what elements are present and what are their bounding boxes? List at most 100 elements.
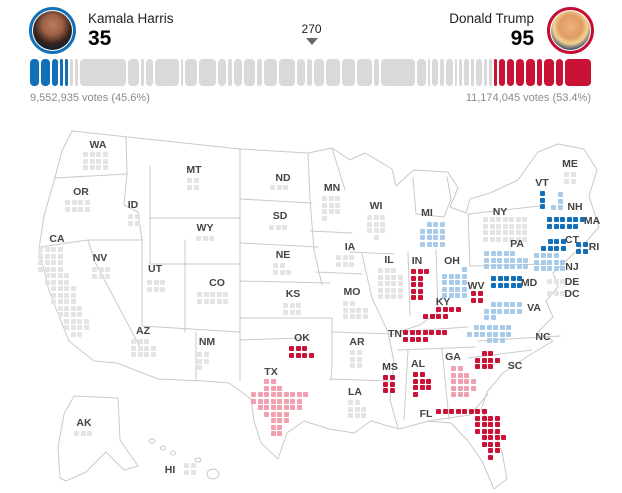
bar-segment-MD[interactable] — [30, 59, 39, 86]
bar-segment-KY[interactable] — [507, 59, 514, 86]
bar-segment-MI[interactable] — [263, 59, 277, 86]
ev-dot — [423, 313, 428, 319]
ev-dot — [349, 255, 354, 260]
ev-dot — [488, 357, 493, 363]
ev-dot — [102, 165, 108, 170]
bar-segment-TN[interactable] — [525, 59, 535, 86]
bar-segment-NH[interactable] — [228, 59, 232, 86]
ev-dot — [488, 428, 493, 434]
trump-ev-count: 95 — [510, 27, 534, 50]
ev-dot — [193, 184, 199, 190]
ev-dot — [184, 469, 189, 475]
ev-dot — [484, 264, 489, 269]
state-label-UT: UT — [148, 263, 162, 275]
bar-segment-MN[interactable] — [217, 59, 227, 86]
bar-segment-LA[interactable] — [445, 59, 453, 86]
bar-segment-FL[interactable] — [565, 59, 591, 86]
bar-segment-TX[interactable] — [381, 59, 416, 86]
ev-dot — [475, 428, 480, 434]
bar-segment-IL[interactable] — [199, 59, 216, 86]
ev-dot — [484, 308, 489, 314]
state-dots-HI — [184, 463, 196, 476]
ev-dot — [461, 293, 467, 298]
ev-dot — [475, 415, 480, 421]
bar-segment-WY[interactable] — [489, 59, 492, 86]
bar-segment-DE[interactable] — [180, 59, 184, 86]
bar-segment-ID[interactable] — [483, 59, 487, 86]
ev-dot — [473, 325, 479, 330]
bar-segment-OR[interactable] — [145, 59, 153, 86]
ev-dot — [494, 448, 500, 453]
bar-segment-AK[interactable] — [427, 59, 431, 86]
bar-segment-WI[interactable] — [296, 59, 306, 86]
ev-dot — [84, 200, 90, 205]
ev-dot — [566, 223, 572, 229]
bar-segment-MT[interactable] — [471, 59, 475, 86]
bar-segment-MA[interactable] — [40, 59, 50, 86]
bar-segment-NE[interactable] — [439, 59, 444, 86]
ev-dot — [547, 291, 552, 296]
bar-segment-KS[interactable] — [432, 59, 438, 86]
ev-dot — [44, 279, 50, 285]
bar-segment-NC[interactable] — [341, 59, 356, 86]
bar-segment-PA[interactable] — [278, 59, 295, 86]
ev-dot — [384, 268, 390, 273]
bar-segment-VA[interactable] — [244, 59, 256, 86]
ev-dot — [64, 273, 69, 278]
bar-segment-RI[interactable] — [59, 59, 64, 86]
ev-dot — [187, 184, 192, 190]
bar-segment-CT[interactable] — [51, 59, 58, 86]
bar-segment-NJ[interactable] — [185, 59, 198, 86]
ev-dot — [547, 279, 552, 284]
bar-segment-IN[interactable] — [544, 59, 554, 86]
state-label-AK: AK — [76, 417, 92, 429]
ev-dot — [494, 435, 500, 440]
bar-segment-ME[interactable] — [140, 59, 144, 86]
bar-segment-CA[interactable] — [79, 59, 127, 86]
bar-segment-OH[interactable] — [357, 59, 372, 86]
bar-segment-ND[interactable] — [459, 59, 462, 86]
ev-dot — [270, 379, 276, 384]
ev-dot — [57, 286, 63, 291]
bar-segment-VT[interactable] — [65, 59, 68, 86]
bar-segment-SD[interactable] — [454, 59, 458, 86]
ev-dot — [65, 206, 70, 212]
ev-dot — [348, 413, 353, 418]
bar-segment-SC[interactable] — [555, 59, 564, 86]
bar-segment-GA[interactable] — [325, 59, 340, 86]
ev-dot — [490, 257, 496, 263]
bar-segment-MO[interactable] — [417, 59, 426, 86]
ev-dot — [483, 217, 488, 222]
ev-dot — [409, 336, 415, 342]
ev-dot — [560, 291, 565, 296]
bar-segment-NM[interactable] — [257, 59, 262, 86]
bar-segment-AR[interactable] — [463, 59, 470, 86]
bar-segment-CO[interactable] — [233, 59, 243, 86]
bar-segment-DC[interactable] — [69, 59, 73, 86]
ev-dot — [461, 280, 467, 285]
ev-dot — [348, 400, 353, 405]
ev-dot — [70, 312, 76, 317]
state-dots-ME — [564, 172, 576, 185]
ev-dot — [411, 288, 416, 294]
ev-dot — [264, 411, 269, 417]
ev-bar[interactable] — [30, 59, 591, 86]
bar-segment-UT[interactable] — [476, 59, 482, 86]
ev-dot — [493, 338, 498, 343]
ev-dot — [448, 280, 454, 285]
bar-segment-IA[interactable] — [373, 59, 380, 86]
bar-segment-HI[interactable] — [74, 59, 78, 86]
bar-segment-WV[interactable] — [493, 59, 497, 86]
ev-dot — [442, 286, 447, 292]
ev-dot — [270, 418, 276, 423]
bar-segment-WA[interactable] — [128, 59, 139, 86]
ev-dot — [203, 352, 209, 357]
ev-dot — [426, 385, 431, 390]
bar-segment-MS[interactable] — [537, 59, 543, 86]
bar-segment-OK[interactable] — [499, 59, 505, 86]
ev-dot — [51, 299, 56, 304]
bar-segment-AL[interactable] — [515, 59, 524, 86]
bar-segment-NY[interactable] — [154, 59, 179, 86]
bar-segment-NV[interactable] — [307, 59, 313, 86]
bar-segment-AZ[interactable] — [314, 59, 324, 86]
